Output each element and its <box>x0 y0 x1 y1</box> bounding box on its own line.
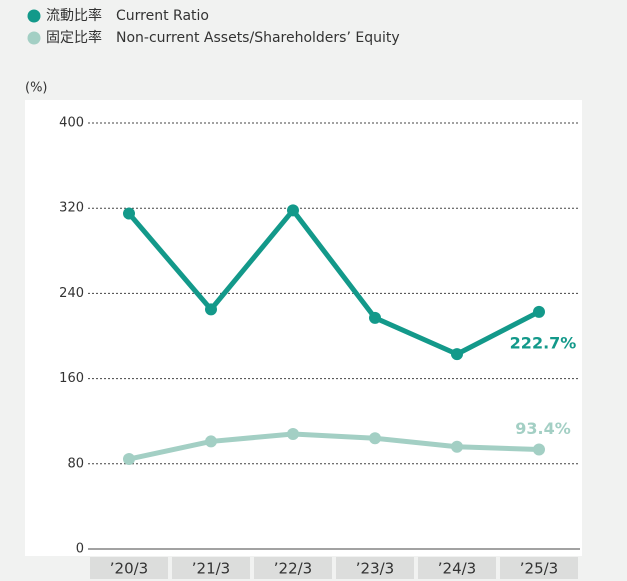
x-tick-box <box>254 557 332 579</box>
legend-marker <box>27 9 41 23</box>
data-point <box>123 453 135 466</box>
x-tick-box <box>418 557 496 579</box>
y-tick-label: 80 <box>67 456 84 471</box>
y-tick-label: 160 <box>59 371 84 386</box>
x-tick-box <box>90 557 168 579</box>
data-point <box>451 440 463 453</box>
data-point <box>369 432 381 445</box>
x-tick-label: ’25/3 <box>520 560 558 578</box>
x-tick-label: ’22/3 <box>274 560 312 578</box>
legend-label: 固定比率 Non-current Assets/Shareholders’ Eq… <box>46 29 400 46</box>
x-tick-box <box>172 557 250 579</box>
y-tick-label: 0 <box>76 542 84 557</box>
series-line <box>127 207 541 357</box>
x-tick-label: ’23/3 <box>356 560 394 578</box>
y-tick-label: 320 <box>59 201 84 216</box>
data-point <box>533 305 545 318</box>
data-point <box>205 435 217 448</box>
data-point <box>123 207 135 220</box>
data-point <box>533 443 545 456</box>
legend-marker <box>27 31 41 45</box>
data-point <box>287 427 299 440</box>
x-tick-box <box>500 557 578 579</box>
y-tick-label: 400 <box>59 116 84 131</box>
x-tick-box <box>336 557 414 579</box>
x-tick-label: ’21/3 <box>192 560 230 578</box>
plot-panel <box>25 100 582 556</box>
data-point <box>451 348 463 361</box>
data-label: 93.4% <box>515 419 571 438</box>
data-point <box>205 303 217 316</box>
data-point <box>369 311 381 324</box>
x-tick-label: ’24/3 <box>438 560 476 578</box>
y-axis-label: (%) <box>25 81 48 96</box>
y-tick-label: 240 <box>59 286 84 301</box>
data-label: 222.7% <box>510 333 577 352</box>
data-point <box>287 204 299 217</box>
series-line <box>128 431 540 462</box>
x-tick-label: ’20/3 <box>110 560 148 578</box>
legend-label: 流動比率 Current Ratio <box>46 7 209 24</box>
